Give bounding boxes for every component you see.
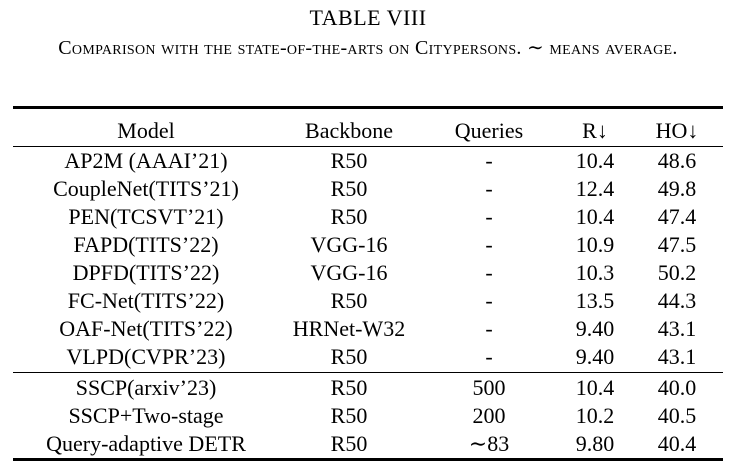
cell-ho: 43.1 [657,344,697,369]
cell-backbone: R50 [330,375,368,400]
table-body-group-1: AP2M (AAAI’21) R50 - 10.4 48.6 CoupleNet… [13,147,723,371]
table-row: OAF-Net(TITS’22) HRNet-W32 - 9.40 43.1 [13,315,723,343]
cell-r: 10.4 [575,148,615,173]
cell-queries: 200 [472,403,506,428]
cell-queries: - [485,148,493,173]
cell-ho: 50.2 [657,260,697,285]
cell-backbone: VGG-16 [310,232,388,257]
cell-r: 9.40 [575,344,615,369]
cell-queries: 500 [472,375,506,400]
cell-backbone: R50 [330,403,368,428]
cell-queries: - [485,288,493,313]
table-row: FAPD(TITS’22) VGG-16 - 10.9 47.5 [13,231,723,259]
cell-backbone: R50 [330,176,368,201]
cell-queries: - [485,344,493,369]
table-row: AP2M (AAAI’21) R50 - 10.4 48.6 [13,147,723,175]
cell-model: OAF-Net(TITS’22) [59,316,233,341]
cell-backbone: R50 [330,431,368,456]
cell-model: SSCP(arxiv’23) [75,375,217,400]
cell-model: VLPD(CVPR’23) [66,344,226,369]
cell-r: 13.5 [575,288,615,313]
table-label: TABLE VIII [309,5,427,30]
cell-model: PEN(TCSVT’21) [68,204,224,229]
cell-model: SSCP+Two-stage [68,403,224,428]
header-rule [13,146,723,147]
cell-ho: 49.8 [657,176,697,201]
table-row: Query-adaptive DETR R50 ∼83 9.80 40.4 [13,430,723,458]
cell-queries: - [485,204,493,229]
table-body-group-2: SSCP(arxiv’23) R50 500 10.4 40.0 SSCP+Tw… [13,374,723,458]
cell-queries: - [485,232,493,257]
cell-ho: 40.4 [657,431,697,456]
table-row: DPFD(TITS’22) VGG-16 - 10.3 50.2 [13,259,723,287]
table-row: FC-Net(TITS’22) R50 - 13.5 44.3 [13,287,723,315]
cell-backbone: VGG-16 [310,260,388,285]
cell-ho: 47.5 [657,232,697,257]
header-model: Model [117,118,175,143]
cell-r: 10.9 [575,232,615,257]
cell-backbone: R50 [330,344,368,369]
table-header: Model Backbone Queries R↓ HO↓ [13,117,723,145]
table-row: PEN(TCSVT’21) R50 - 10.4 47.4 [13,203,723,231]
table-row: VLPD(CVPR’23) R50 - 9.40 43.1 [13,343,723,371]
cell-r: 9.80 [575,431,615,456]
cell-ho: 40.0 [657,375,697,400]
cell-model: Query-adaptive DETR [46,431,246,456]
header-queries: Queries [454,118,524,143]
cell-model: FC-Net(TITS’22) [67,288,225,313]
cell-queries: - [485,260,493,285]
cell-ho: 43.1 [657,316,697,341]
cell-model: AP2M (AAAI’21) [64,148,228,173]
cell-ho: 44.3 [657,288,697,313]
cell-ho: 48.6 [657,148,697,173]
caption-text: Comparison with the state-of-the-arts on… [58,37,678,59]
header-r: R↓ [582,118,608,143]
header-ho: HO↓ [655,118,699,143]
table-caption: TABLE VIII Comparison with the state-of-… [0,6,736,63]
cell-model: CoupleNet(TITS’21) [53,176,239,201]
table-row: CoupleNet(TITS’21) R50 - 12.4 49.8 [13,175,723,203]
header-backbone: Backbone [305,118,393,143]
table-row: SSCP+Two-stage R50 200 10.2 40.5 [13,402,723,430]
cell-backbone: R50 [330,204,368,229]
cell-backbone: R50 [330,148,368,173]
cell-model: DPFD(TITS’22) [72,260,220,285]
cell-queries: - [485,176,493,201]
top-rule [13,106,723,109]
bottom-rule [13,458,723,461]
header-row: Model Backbone Queries R↓ HO↓ [13,117,723,145]
cell-r: 10.2 [575,403,615,428]
cell-r: 10.4 [575,204,615,229]
cell-queries: ∼83 [468,431,510,456]
cell-ho: 47.4 [657,204,697,229]
cell-r: 12.4 [575,176,615,201]
cell-ho: 40.5 [657,403,697,428]
cell-r: 10.3 [575,260,615,285]
table-row: SSCP(arxiv’23) R50 500 10.4 40.0 [13,374,723,402]
cell-r: 9.40 [575,316,615,341]
cell-backbone: HRNet-W32 [292,316,406,341]
cell-r: 10.4 [575,375,615,400]
cell-backbone: R50 [330,288,368,313]
cell-queries: - [485,316,493,341]
cell-model: FAPD(TITS’22) [73,232,219,257]
group-separator-rule [13,372,723,373]
